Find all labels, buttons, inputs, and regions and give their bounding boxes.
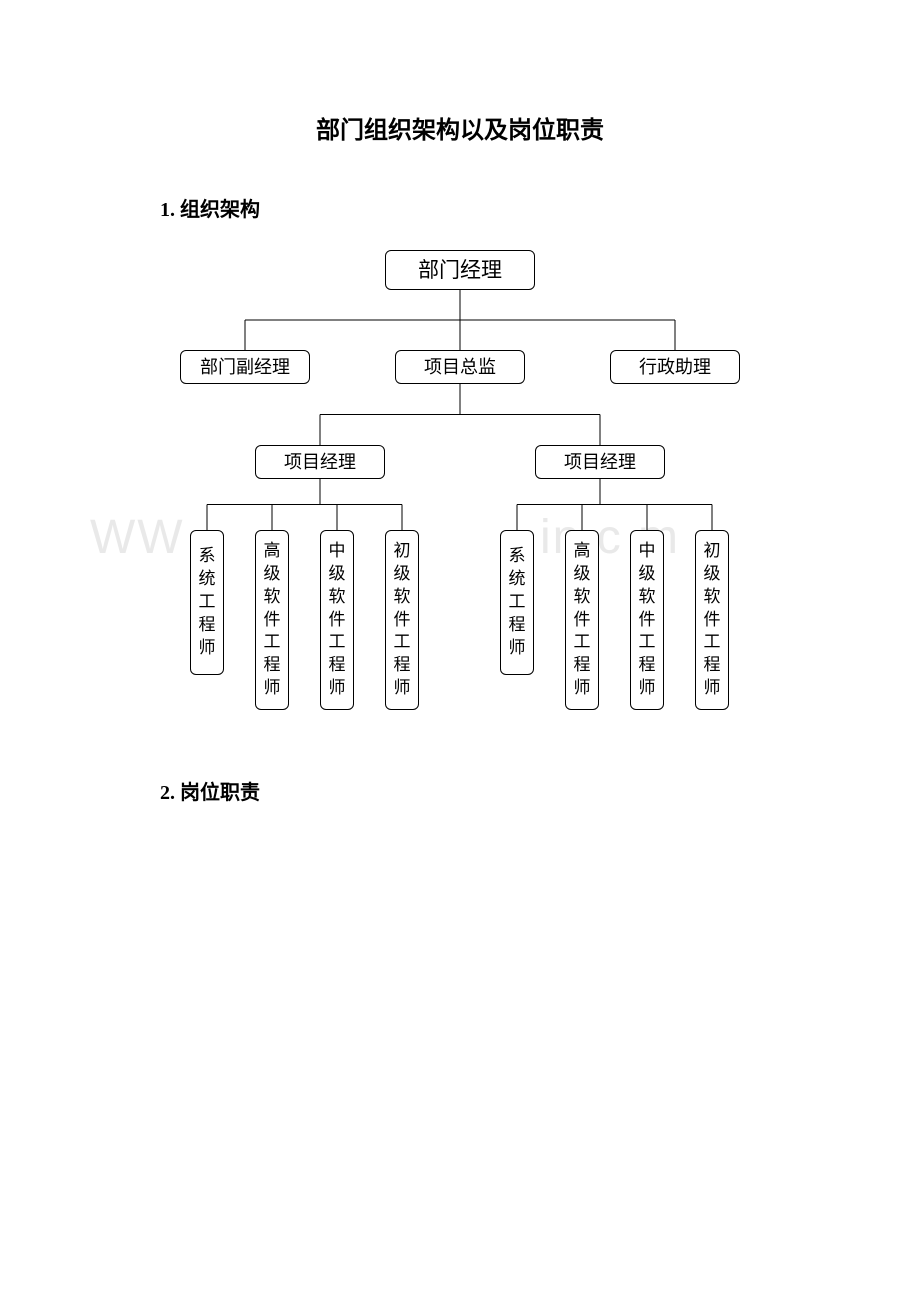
org-node-l2c: 行政助理 [610,350,740,384]
org-node-l4a4: 初级软件工程师 [385,530,419,710]
org-node-l4b1: 系统工程师 [500,530,534,675]
org-node-l3a: 项目经理 [255,445,385,479]
org-node-l4b2: 高级软件工程师 [565,530,599,710]
document-title: 部门组织架构以及岗位职责 [160,110,760,145]
org-node-l4a3: 中级软件工程师 [320,530,354,710]
section-heading-duties: 2. 岗位职责 [160,776,760,805]
org-node-l4b3: 中级软件工程师 [630,530,664,710]
org-chart-edges [160,250,760,720]
org-node-l3b: 项目经理 [535,445,665,479]
org-node-l2a: 部门副经理 [180,350,310,384]
org-chart: WW in.c m 部门经理部门副经理项目总监行政助理项目经理项目经理系统工程师… [160,250,760,720]
org-node-l4a2: 高级软件工程师 [255,530,289,710]
org-node-root: 部门经理 [385,250,535,290]
watermark-left: WW [90,510,185,565]
org-node-l4b4: 初级软件工程师 [695,530,729,710]
org-node-l2b: 项目总监 [395,350,525,384]
section-heading-org: 1. 组织架构 [160,193,760,222]
org-node-l4a1: 系统工程师 [190,530,224,675]
